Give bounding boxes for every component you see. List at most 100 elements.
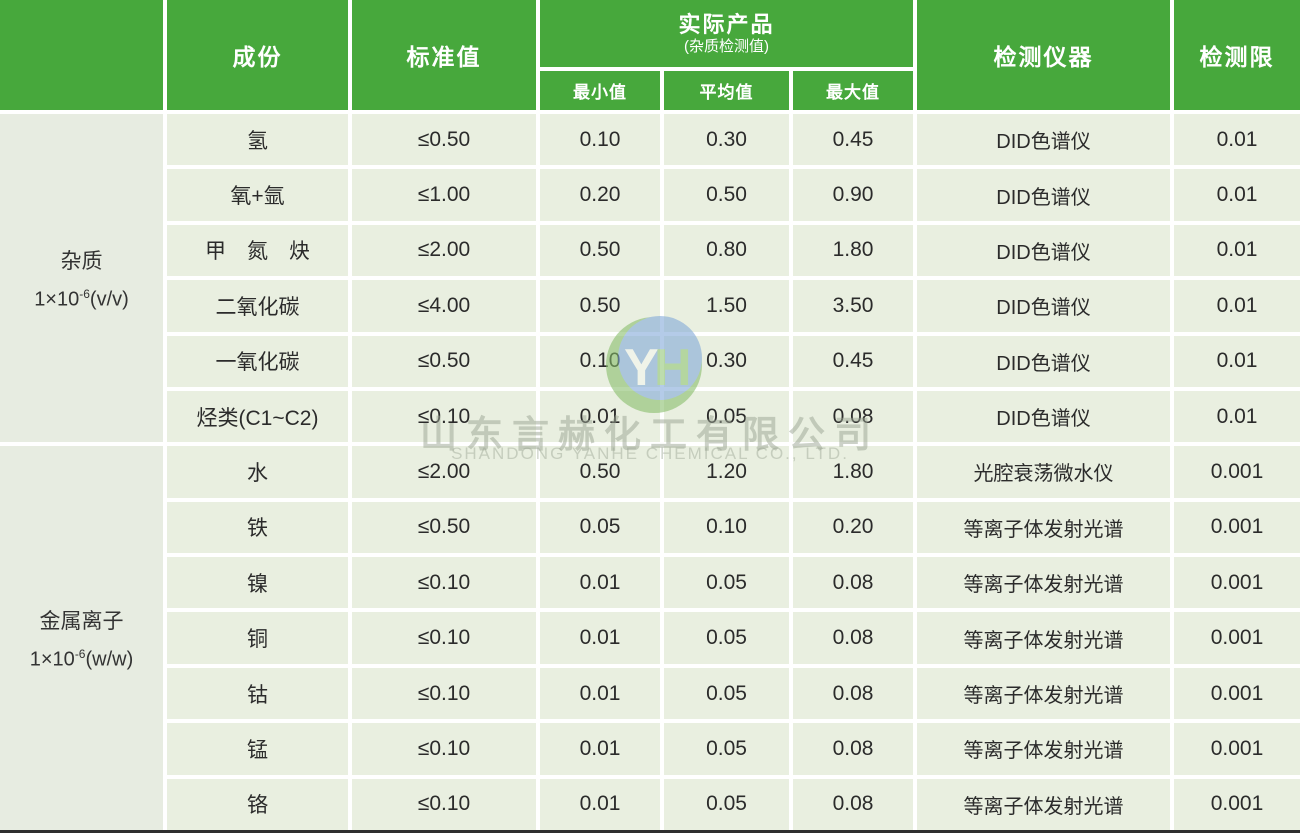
cell-avg: 0.05	[664, 612, 789, 664]
cell-avg: 0.30	[664, 114, 789, 166]
cell-instrument: DID色谱仪	[917, 114, 1170, 166]
cell-component: 水	[167, 446, 348, 498]
cell-limit: 0.001	[1174, 557, 1300, 609]
cell-standard: ≤0.50	[352, 335, 536, 387]
header-max-value: 最大值	[793, 71, 913, 110]
header-component: 成份	[167, 0, 348, 110]
cell-min: 0.01	[540, 778, 660, 830]
cell-avg: 0.80	[664, 224, 789, 277]
cell-limit: 0.001	[1174, 446, 1300, 498]
cell-max: 0.08	[793, 667, 913, 720]
cell-min: 0.01	[540, 390, 660, 443]
cell-standard: ≤4.00	[352, 280, 536, 332]
cell-avg: 0.05	[664, 557, 789, 609]
group-impurities-unit: 1×10-6(v/v)	[34, 286, 129, 311]
group-impurities: 杂质 1×10-6(v/v)	[0, 114, 163, 443]
cell-limit: 0.001	[1174, 723, 1300, 775]
cell-component: 钴	[167, 667, 348, 720]
cell-max: 0.45	[793, 114, 913, 166]
cell-max: 0.08	[793, 778, 913, 830]
header-actual-product: 实际产品 (杂质检测值)	[540, 0, 913, 67]
cell-max: 0.08	[793, 612, 913, 664]
cell-avg: 1.50	[664, 280, 789, 332]
cell-limit: 0.01	[1174, 280, 1300, 332]
cell-avg: 0.05	[664, 778, 789, 830]
header-avg-value: 平均值	[664, 71, 789, 110]
cell-max: 0.45	[793, 335, 913, 387]
cell-min: 0.20	[540, 169, 660, 221]
cell-min: 0.01	[540, 667, 660, 720]
header-actual-product-title: 实际产品	[678, 12, 775, 38]
cell-max: 1.80	[793, 446, 913, 498]
cell-limit: 0.001	[1174, 778, 1300, 830]
cell-limit: 0.001	[1174, 501, 1300, 554]
cell-min: 0.01	[540, 612, 660, 664]
cell-standard: ≤0.50	[352, 501, 536, 554]
cell-instrument: 等离子体发射光谱	[917, 778, 1170, 830]
cell-min: 0.01	[540, 557, 660, 609]
cell-standard: ≤0.10	[352, 723, 536, 775]
cell-limit: 0.01	[1174, 224, 1300, 277]
cell-min: 0.01	[540, 723, 660, 775]
cell-max: 0.08	[793, 723, 913, 775]
header-blank-cell	[0, 0, 163, 110]
cell-standard: ≤2.00	[352, 446, 536, 498]
cell-component: 铁	[167, 501, 348, 554]
cell-standard: ≤0.50	[352, 114, 536, 166]
cell-min: 0.50	[540, 280, 660, 332]
cell-component: 氢	[167, 114, 348, 166]
cell-min: 0.50	[540, 224, 660, 277]
cell-component: 甲 氮 炔	[167, 224, 348, 277]
cell-max: 1.80	[793, 224, 913, 277]
cell-instrument: DID色谱仪	[917, 390, 1170, 443]
cell-max: 0.08	[793, 390, 913, 443]
cell-min: 0.50	[540, 446, 660, 498]
cell-standard: ≤1.00	[352, 169, 536, 221]
cell-avg: 0.10	[664, 501, 789, 554]
cell-instrument: DID色谱仪	[917, 335, 1170, 387]
cell-component: 二氧化碳	[167, 280, 348, 332]
cell-max: 3.50	[793, 280, 913, 332]
cell-max: 0.20	[793, 501, 913, 554]
cell-limit: 0.001	[1174, 612, 1300, 664]
cell-min: 0.10	[540, 335, 660, 387]
cell-standard: ≤0.10	[352, 778, 536, 830]
group-metal-ions-label: 金属离子	[39, 609, 124, 633]
cell-max: 0.90	[793, 169, 913, 221]
cell-avg: 0.05	[664, 390, 789, 443]
cell-min: 0.05	[540, 501, 660, 554]
cell-instrument: DID色谱仪	[917, 280, 1170, 332]
cell-instrument: 光腔衰荡微水仪	[917, 446, 1170, 498]
cell-standard: ≤0.10	[352, 667, 536, 720]
cell-instrument: 等离子体发射光谱	[917, 612, 1170, 664]
cell-limit: 0.01	[1174, 390, 1300, 443]
cell-limit: 0.01	[1174, 335, 1300, 387]
cell-max: 0.08	[793, 557, 913, 609]
cell-avg: 0.50	[664, 169, 789, 221]
cell-standard: ≤0.10	[352, 612, 536, 664]
cell-avg: 0.05	[664, 667, 789, 720]
group-metal-ions-unit: 1×10-6(w/w)	[29, 646, 134, 671]
cell-instrument: 等离子体发射光谱	[917, 557, 1170, 609]
cell-component: 铜	[167, 612, 348, 664]
cell-min: 0.10	[540, 114, 660, 166]
cell-instrument: DID色谱仪	[917, 224, 1170, 277]
cell-avg: 0.30	[664, 335, 789, 387]
cell-instrument: 等离子体发射光谱	[917, 723, 1170, 775]
cell-standard: ≤0.10	[352, 390, 536, 443]
cell-instrument: DID色谱仪	[917, 169, 1170, 221]
header-instrument: 检测仪器	[917, 0, 1170, 110]
cell-component: 一氧化碳	[167, 335, 348, 387]
cell-limit: 0.01	[1174, 114, 1300, 166]
cell-component: 锰	[167, 723, 348, 775]
cell-standard: ≤2.00	[352, 224, 536, 277]
cell-avg: 1.20	[664, 446, 789, 498]
cell-component: 氧+氩	[167, 169, 348, 221]
group-metal-ions: 金属离子 1×10-6(w/w)	[0, 446, 163, 830]
cell-limit: 0.001	[1174, 667, 1300, 720]
cell-instrument: 等离子体发射光谱	[917, 501, 1170, 554]
group-impurities-label: 杂质	[60, 249, 103, 273]
cell-avg: 0.05	[664, 723, 789, 775]
